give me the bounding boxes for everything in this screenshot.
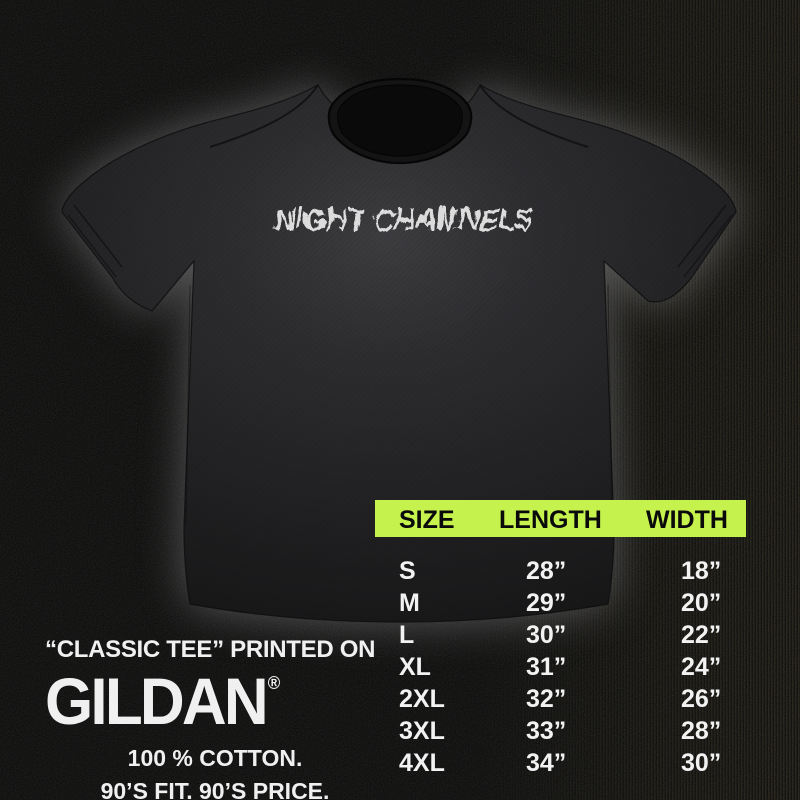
svg-text:NIGHT CHANNELS: NIGHT CHANNELS [271, 201, 533, 234]
